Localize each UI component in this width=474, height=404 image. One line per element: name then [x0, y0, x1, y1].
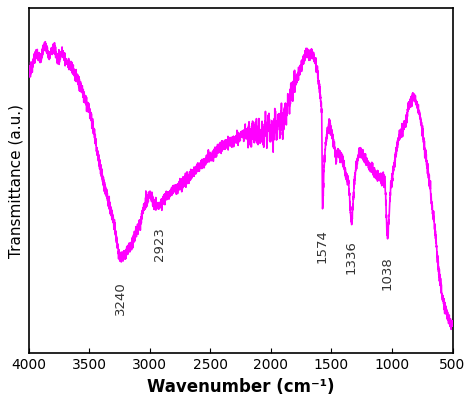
Text: 1574: 1574 — [316, 229, 329, 263]
Text: 3240: 3240 — [114, 281, 128, 315]
Text: 1038: 1038 — [381, 256, 394, 290]
Y-axis label: Transmittance (a.u.): Transmittance (a.u.) — [9, 104, 23, 258]
Text: 1336: 1336 — [345, 240, 358, 274]
X-axis label: Wavenumber (cm⁻¹): Wavenumber (cm⁻¹) — [147, 378, 335, 396]
Text: 2923: 2923 — [153, 227, 166, 261]
